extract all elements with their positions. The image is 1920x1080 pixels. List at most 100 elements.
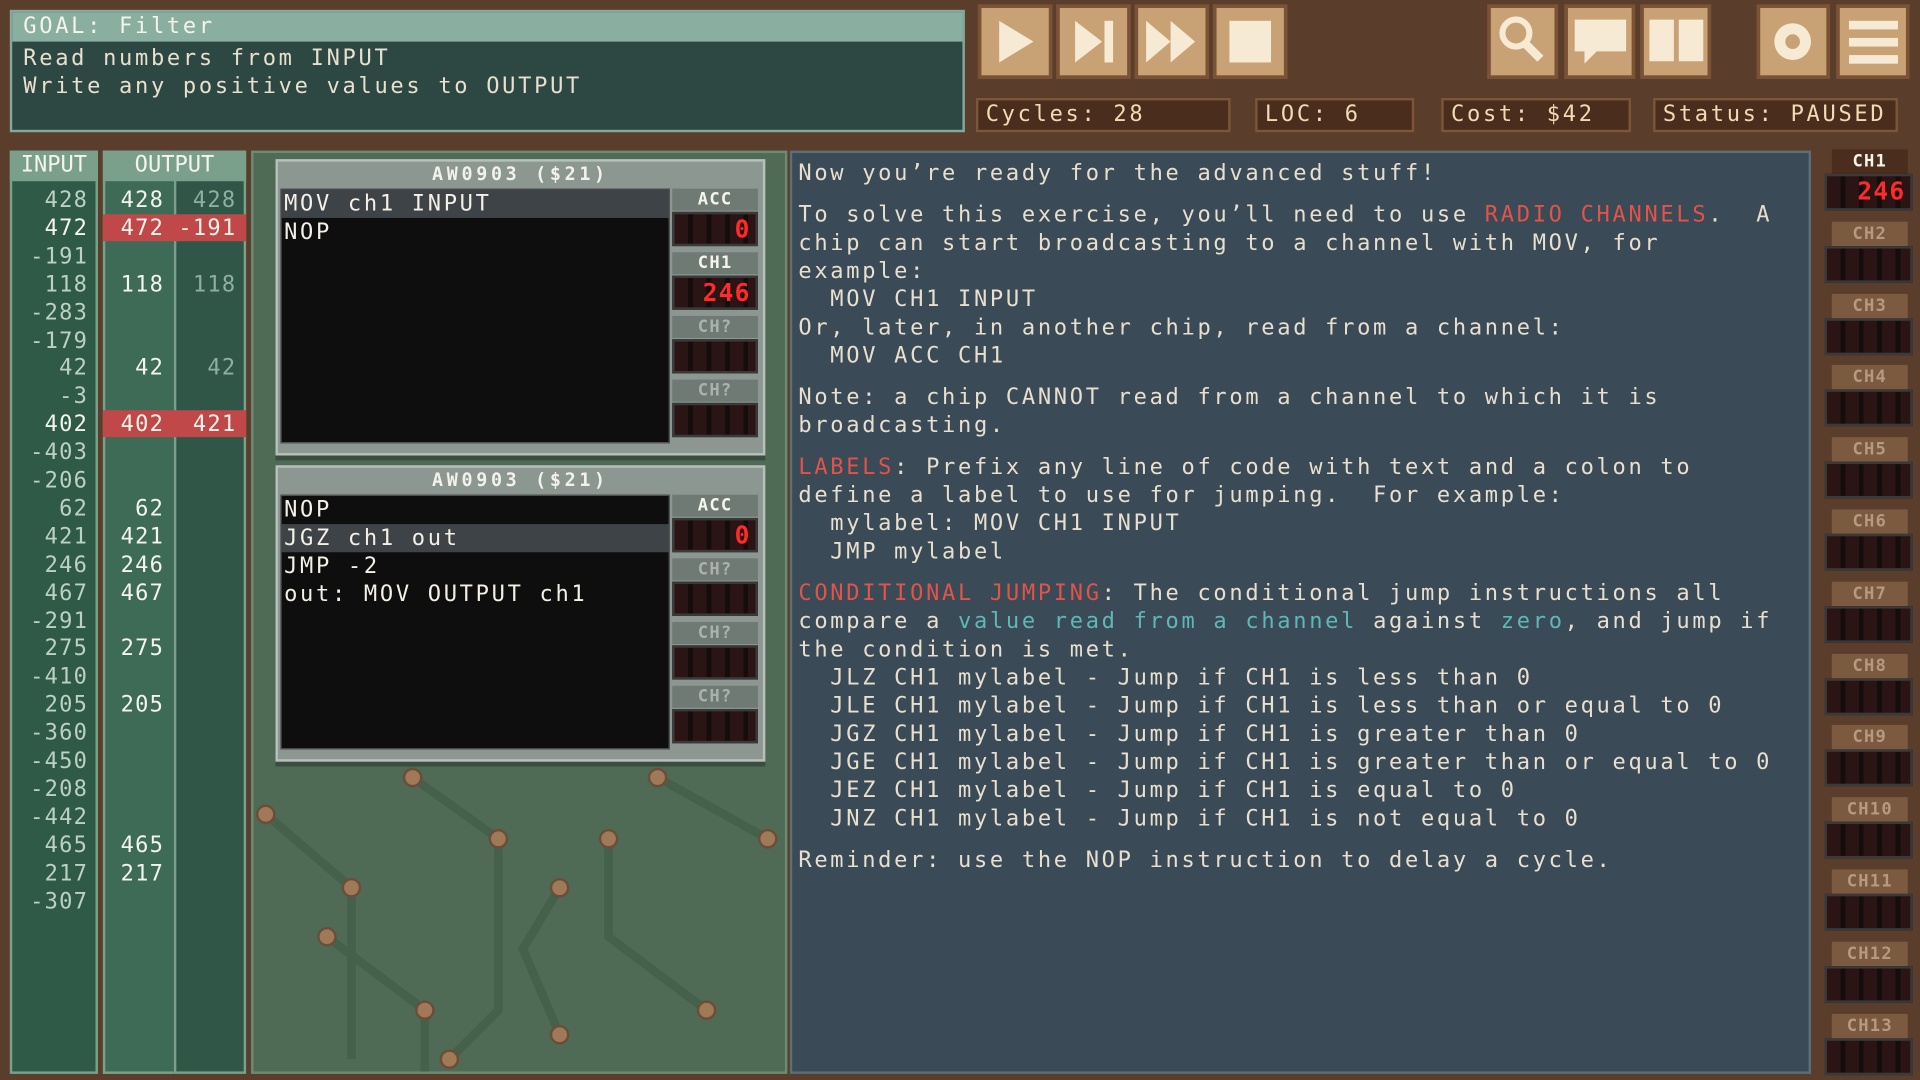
register-label: CH? bbox=[672, 315, 758, 338]
toolbar[interactable] bbox=[975, 2, 1918, 88]
channel-label: CH4 bbox=[1831, 365, 1908, 390]
actual-value: -191 bbox=[178, 215, 237, 242]
help-line: JNZ CH1 mylabel - Jump if CH1 is not equ… bbox=[798, 804, 1808, 832]
channel-list: CH1 246 CH2 CH3 CH4 CH5 CH6 CH7 CH8 CH9 CH10 CH11 CH… bbox=[1822, 147, 1918, 1080]
help-line: the condition is met. bbox=[798, 636, 1808, 664]
code-line: MOV ch1 INPUT bbox=[281, 189, 669, 218]
help-text: : Prefix any line of code with text and … bbox=[894, 454, 1693, 481]
input-value: 402 bbox=[44, 411, 89, 438]
help-text: , and jump if bbox=[1564, 608, 1773, 635]
help-line: JMP mylabel bbox=[798, 538, 1808, 566]
input-value: -307 bbox=[30, 888, 89, 915]
help-text: MOV ACC CH1 bbox=[798, 342, 1006, 369]
expected-value: 246 bbox=[120, 551, 165, 578]
help-text: RADIO CHANNELS bbox=[1484, 202, 1709, 228]
help-text: JEZ CH1 mylabel - Jump if CH1 is equal t… bbox=[798, 777, 1517, 804]
help-line: Note: a chip CANNOT read from a channel … bbox=[798, 383, 1808, 411]
register-label: CH? bbox=[672, 685, 758, 708]
channel-display: 246 bbox=[1824, 173, 1913, 211]
help-text: CONDITIONAL JUMPING bbox=[798, 580, 1102, 607]
register-label: ACC bbox=[672, 494, 758, 517]
cost: Cost: $42 bbox=[1441, 97, 1632, 133]
actual-value: 42 bbox=[207, 355, 237, 382]
expected-value: 402 bbox=[120, 411, 165, 438]
input-value: -360 bbox=[30, 720, 89, 746]
help-line: JEZ CH1 mylabel - Jump if CH1 is equal t… bbox=[798, 776, 1808, 804]
help-line: Or, later, in another chip, read from a … bbox=[798, 313, 1808, 341]
help-line: JLZ CH1 mylabel - Jump if CH1 is less th… bbox=[798, 664, 1808, 692]
input-value: 42 bbox=[59, 355, 89, 382]
input-value: -179 bbox=[30, 327, 89, 354]
goal-panel: GOAL: Filter Read numbers from INPUT Wri… bbox=[9, 9, 965, 133]
register-display bbox=[672, 581, 758, 616]
input-value: 62 bbox=[59, 495, 89, 522]
help-line: Now you’re ready for the advanced stuff! bbox=[798, 159, 1808, 187]
channel-display bbox=[1824, 677, 1913, 715]
channel-display bbox=[1824, 461, 1913, 499]
input-header: INPUT bbox=[9, 150, 98, 182]
channel-display bbox=[1824, 317, 1913, 355]
register-display: 0 bbox=[672, 517, 758, 553]
help-line: To solve this exercise, you’ll need to u… bbox=[798, 201, 1808, 229]
chip-title: AW0903 ($21) bbox=[432, 162, 609, 185]
help-text: JLZ CH1 mylabel - Jump if CH1 is less th… bbox=[798, 664, 1533, 691]
channel-display bbox=[1824, 389, 1913, 427]
input-value: 472 bbox=[44, 215, 89, 242]
help-line: JGZ CH1 mylabel - Jump if CH1 is greater… bbox=[798, 720, 1808, 748]
help-line: MOV CH1 INPUT bbox=[798, 285, 1808, 313]
input-value: 428 bbox=[44, 187, 89, 214]
expected-value: 62 bbox=[135, 495, 165, 522]
register-display bbox=[672, 402, 758, 438]
input-value: -291 bbox=[30, 607, 89, 634]
help-line: CONDITIONAL JUMPING: The conditional jum… bbox=[798, 579, 1808, 607]
channel-display bbox=[1824, 821, 1913, 859]
input-column bbox=[9, 150, 98, 1074]
expected-value: 217 bbox=[120, 860, 165, 887]
cycles: Cycles: 28 bbox=[975, 97, 1231, 133]
input-value: -283 bbox=[30, 299, 89, 326]
code-line: JGZ ch1 out bbox=[281, 524, 669, 553]
input-value: -403 bbox=[30, 439, 89, 466]
play-button[interactable] bbox=[977, 4, 1053, 79]
register-label: ACC bbox=[672, 188, 758, 211]
help-line: Reminder: use the NOP instruction to del… bbox=[798, 846, 1808, 874]
chip-area: AW0903 ($21) MOV ch1 INPUT NOP ACC 0 CH1 246 CH… bbox=[251, 151, 787, 1074]
code-line: out: MOV OUTPUT ch1 bbox=[284, 581, 588, 608]
expected-value: 275 bbox=[120, 635, 165, 662]
help-text: Reminder: use the NOP instruction to del… bbox=[798, 847, 1613, 874]
register-label: CH? bbox=[672, 558, 758, 581]
chip: AW0903 ($21) NOP JGZ ch1 out JMP -2 out: MOV… bbox=[275, 465, 766, 762]
help-paragraph: To solve this exercise, you’ll need to u… bbox=[798, 201, 1808, 370]
channel-label: CH3 bbox=[1831, 293, 1908, 318]
help-text: Note: a chip CANNOT read from a channel … bbox=[798, 384, 1661, 411]
channel-label: CH7 bbox=[1831, 581, 1908, 606]
expected-value: 118 bbox=[120, 271, 165, 298]
help-line: broadcasting. bbox=[798, 411, 1808, 439]
help-text: . A bbox=[1708, 202, 1773, 228]
help-line: JLE CH1 mylabel - Jump if CH1 is less th… bbox=[798, 692, 1808, 720]
channel-display bbox=[1824, 245, 1913, 283]
input-value: -191 bbox=[30, 243, 89, 270]
help-text: LABELS bbox=[798, 454, 895, 481]
help-paragraph: CONDITIONAL JUMPING: The conditional jum… bbox=[798, 579, 1808, 832]
input-value: 246 bbox=[44, 551, 89, 578]
help-text: mylabel: MOV CH1 INPUT bbox=[798, 510, 1182, 537]
channel-label: CH11 bbox=[1831, 869, 1908, 894]
channel-display bbox=[1824, 605, 1913, 643]
register-display bbox=[672, 645, 758, 680]
output-header: OUTPUT bbox=[102, 150, 247, 182]
help-line: chip can start broadcasting to a channel… bbox=[798, 229, 1808, 257]
goal-line: Read numbers from INPUT bbox=[23, 45, 391, 72]
help-text: against bbox=[1357, 608, 1501, 635]
channel-label: CH9 bbox=[1831, 725, 1908, 750]
channel-label: CH2 bbox=[1831, 221, 1908, 246]
input-value: -410 bbox=[30, 664, 89, 690]
register-display: 246 bbox=[672, 275, 758, 310]
expected-value: 421 bbox=[120, 523, 165, 550]
chip-title: AW0903 ($21) bbox=[432, 468, 609, 492]
loc: LOC: 6 bbox=[1255, 97, 1415, 133]
io-panel: INPUT OUTPUT 428 428 428 472 472 -191 -191 118 1… bbox=[9, 150, 247, 1074]
help-paragraph: Note: a chip CANNOT read from a channel … bbox=[798, 383, 1808, 439]
channel-label: CH5 bbox=[1831, 437, 1908, 462]
help-text: example: bbox=[798, 258, 927, 285]
